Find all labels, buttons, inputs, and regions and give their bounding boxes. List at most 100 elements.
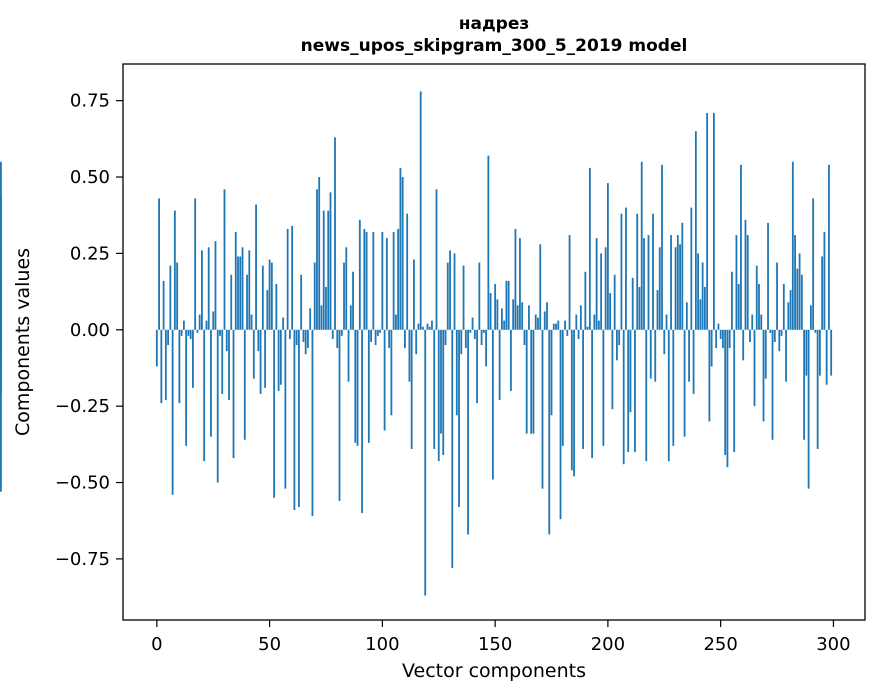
bar xyxy=(611,329,614,410)
bar xyxy=(442,329,445,456)
bar xyxy=(699,299,702,330)
bar xyxy=(818,329,821,376)
bar xyxy=(458,329,460,507)
bar xyxy=(634,329,636,452)
bar xyxy=(275,283,278,330)
bar xyxy=(446,262,449,330)
bar xyxy=(237,256,239,330)
bar xyxy=(453,253,456,330)
bar xyxy=(694,131,697,330)
x-tick-label: 150 xyxy=(478,634,512,655)
bar xyxy=(356,329,359,446)
bar xyxy=(491,329,494,480)
bar xyxy=(530,329,533,434)
bar xyxy=(494,283,497,330)
bar xyxy=(809,305,812,330)
bar xyxy=(485,329,488,367)
bar xyxy=(325,287,327,330)
bar xyxy=(230,274,233,330)
bar xyxy=(243,329,246,440)
bar xyxy=(697,253,700,330)
bar xyxy=(300,274,303,330)
x-tick-label: 50 xyxy=(258,634,281,655)
bar xyxy=(428,326,431,330)
bar xyxy=(496,299,499,330)
bar xyxy=(316,189,318,330)
bar xyxy=(516,305,519,330)
bar xyxy=(0,161,2,330)
bar xyxy=(406,213,409,330)
bar xyxy=(203,329,206,462)
bar xyxy=(374,329,377,346)
bar xyxy=(690,207,693,330)
bar xyxy=(823,232,826,330)
bar xyxy=(618,329,621,346)
bar xyxy=(528,305,530,330)
bar xyxy=(597,320,600,330)
bar xyxy=(751,314,754,330)
bar xyxy=(164,329,167,401)
bar xyxy=(749,329,751,342)
bar xyxy=(180,329,183,336)
bar xyxy=(498,329,501,401)
bar xyxy=(503,320,506,330)
bar xyxy=(178,329,181,404)
x-tick-label: 300 xyxy=(816,634,850,655)
bar xyxy=(636,213,639,330)
bar xyxy=(620,213,623,330)
bar xyxy=(575,314,578,330)
bar xyxy=(433,329,436,449)
bar xyxy=(710,329,713,367)
bar xyxy=(471,317,474,330)
bar xyxy=(537,317,539,330)
bar xyxy=(606,183,609,330)
bar xyxy=(577,329,580,339)
x-tick-label: 100 xyxy=(365,634,399,655)
bar xyxy=(771,329,774,440)
bar xyxy=(212,311,215,330)
bar xyxy=(539,244,542,330)
bar xyxy=(252,329,255,379)
bar xyxy=(780,329,783,336)
bar xyxy=(703,287,706,330)
bar xyxy=(367,329,370,443)
bar xyxy=(613,274,616,330)
bar xyxy=(701,262,704,330)
bar xyxy=(523,329,526,346)
bar xyxy=(455,329,458,416)
bar xyxy=(609,293,612,330)
bar xyxy=(561,329,564,446)
bar xyxy=(358,219,361,330)
bar xyxy=(397,228,400,330)
bar xyxy=(794,235,796,330)
bar xyxy=(789,290,792,330)
bar xyxy=(304,329,307,355)
bar xyxy=(629,329,632,413)
bar xyxy=(676,235,679,330)
bar xyxy=(593,314,596,330)
bar xyxy=(248,250,251,330)
bar xyxy=(363,228,366,330)
bar xyxy=(652,213,654,330)
bar xyxy=(176,262,179,330)
bar xyxy=(722,329,724,349)
bar xyxy=(444,329,447,346)
y-tick-label: −0.50 xyxy=(55,473,110,494)
bar xyxy=(440,329,442,434)
bar xyxy=(830,329,833,376)
y-tick-label: 0.50 xyxy=(70,167,110,188)
bar xyxy=(782,283,785,330)
bar xyxy=(431,320,433,330)
bar xyxy=(228,329,230,401)
bar xyxy=(268,259,271,330)
bar xyxy=(417,323,420,330)
bar xyxy=(266,290,269,330)
bar xyxy=(674,247,677,330)
bar xyxy=(627,329,630,452)
bar xyxy=(322,210,325,330)
bar xyxy=(746,235,749,330)
bar xyxy=(336,329,339,349)
bar xyxy=(255,204,257,330)
bar xyxy=(207,247,210,330)
